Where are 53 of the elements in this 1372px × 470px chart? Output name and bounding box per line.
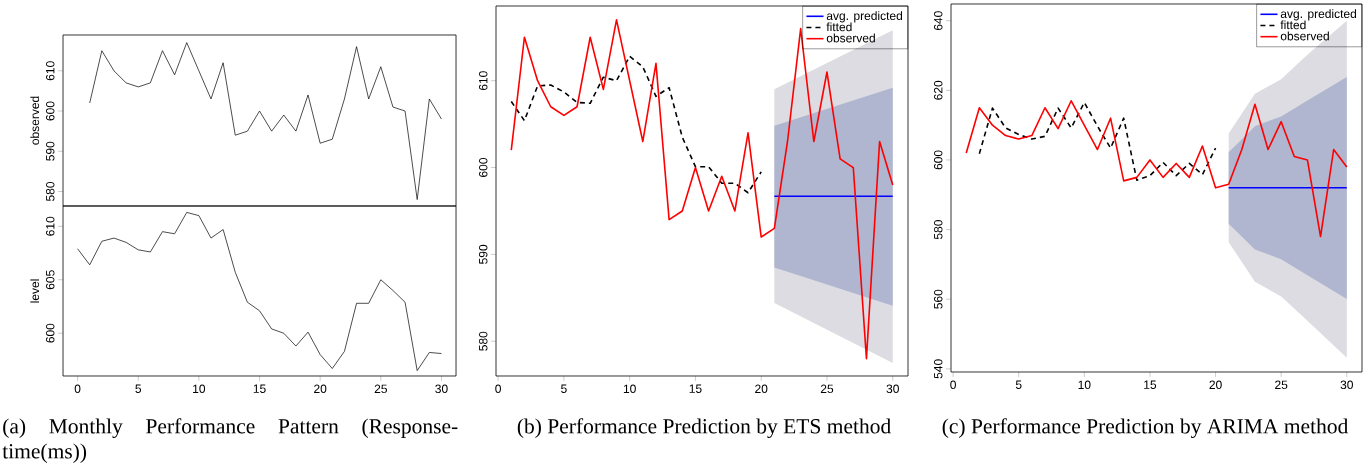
x-tick-label: 5 bbox=[561, 384, 567, 393]
x-tick-label: 10 bbox=[193, 384, 206, 394]
x-tick-label: 15 bbox=[1144, 380, 1157, 389]
y-tick-label: 600 bbox=[478, 158, 488, 177]
y-tick-label: 640 bbox=[933, 11, 943, 31]
y-tick-label: 590 bbox=[45, 141, 55, 161]
y-tick-label: 590 bbox=[478, 244, 488, 264]
y-axis-title: level bbox=[30, 279, 40, 303]
x-tick-label: 5 bbox=[135, 384, 142, 393]
y-tick-label: 610 bbox=[478, 71, 488, 91]
x-tick-label: 0 bbox=[74, 384, 81, 394]
y-tick-label: 580 bbox=[933, 220, 943, 240]
line-series bbox=[77, 212, 442, 371]
x-tick-label: 30 bbox=[435, 384, 448, 394]
x-tick-label: 30 bbox=[1340, 380, 1353, 390]
y-tick-label: 540 bbox=[933, 359, 943, 379]
legend-label: avg. predicted bbox=[1280, 9, 1357, 21]
x-tick-label: 15 bbox=[253, 384, 266, 393]
y-tick-label: 580 bbox=[45, 181, 55, 202]
line-series bbox=[510, 55, 762, 194]
x-tick-label: 0 bbox=[950, 380, 956, 390]
x-tick-label: 20 bbox=[1209, 380, 1222, 390]
legend-label: avg. predicted bbox=[826, 11, 903, 23]
text: (a) Monthly Performance Pattern (Response-time(ms)) bbox=[2, 418, 458, 463]
line-series bbox=[978, 101, 1217, 181]
line-series bbox=[89, 42, 442, 200]
x-tick-label: 30 bbox=[886, 384, 899, 394]
y-tick-label: 600 bbox=[933, 150, 943, 170]
text: (c) Performance Prediction by ARIMA method bbox=[942, 418, 1349, 438]
legend-label: fitted bbox=[826, 22, 852, 32]
x-tick-label: 10 bbox=[1078, 380, 1091, 390]
y-tick-label: 580 bbox=[478, 331, 488, 351]
y-tick-label: 560 bbox=[933, 289, 943, 309]
x-tick-label: 15 bbox=[689, 384, 702, 393]
y-axis-title: observed bbox=[30, 96, 40, 145]
y-tick-label: 620 bbox=[933, 80, 943, 100]
y-tick-label: 605 bbox=[45, 270, 55, 290]
x-tick-label: 25 bbox=[374, 384, 387, 394]
text: (b) Performance Prediction by ETS method bbox=[517, 418, 891, 438]
y-tick-label: 610 bbox=[45, 216, 55, 236]
x-tick-label: 10 bbox=[623, 384, 636, 394]
legend-label: observed bbox=[826, 33, 875, 43]
x-tick-label: 25 bbox=[820, 384, 834, 394]
x-tick-label: 20 bbox=[314, 384, 327, 394]
legend-label: observed bbox=[1280, 31, 1329, 41]
y-tick-label: 600 bbox=[45, 323, 55, 343]
x-tick-label: 0 bbox=[495, 384, 501, 394]
y-tick-label: 600 bbox=[45, 101, 55, 121]
x-tick-label: 25 bbox=[1275, 380, 1288, 390]
x-tick-label: 20 bbox=[755, 384, 768, 394]
y-tick-label: 610 bbox=[45, 61, 55, 81]
x-tick-label: 5 bbox=[1015, 380, 1022, 389]
legend-label: fitted bbox=[1280, 20, 1306, 30]
